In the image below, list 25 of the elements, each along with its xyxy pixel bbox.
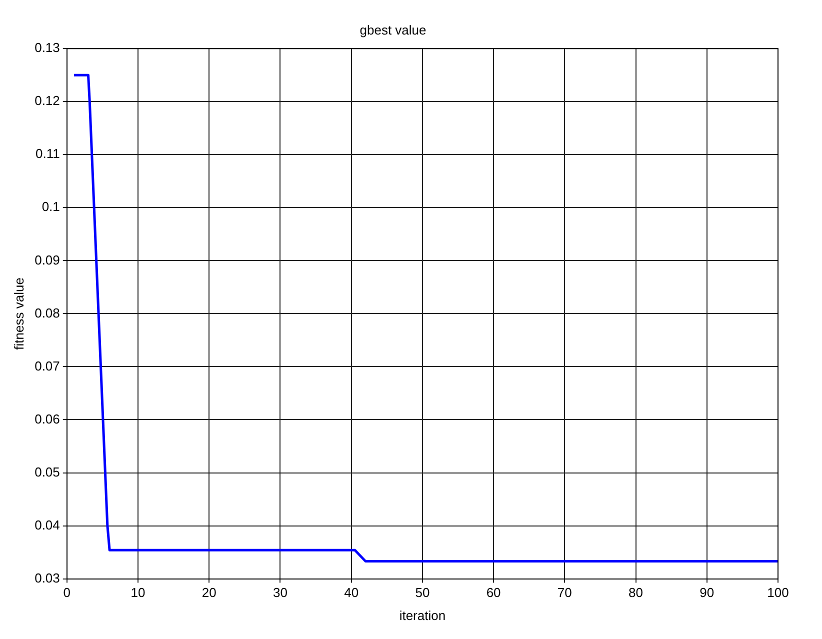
- y-tick-label: 0.03: [34, 570, 60, 586]
- y-tick-label: 0.05: [34, 464, 60, 480]
- y-tick-label: 0.07: [34, 358, 60, 374]
- x-tick-label: 60: [486, 585, 501, 600]
- x-axis-title: iteration: [399, 608, 446, 623]
- y-tick-label: 0.06: [34, 411, 60, 426]
- y-tick-label: 0.1: [42, 199, 60, 214]
- x-tick-label: 0: [63, 585, 71, 600]
- y-axis-title: fitness value: [11, 278, 26, 350]
- x-tick-label: 10: [130, 585, 146, 600]
- x-tick-label: 90: [700, 585, 714, 600]
- x-tick-label: 40: [344, 585, 359, 600]
- y-tick-label: 0.11: [36, 146, 60, 162]
- y-tick-label: 0.04: [34, 517, 60, 532]
- x-tick-label: 100: [767, 585, 789, 600]
- x-tick-label: 20: [202, 585, 216, 600]
- y-tick-label: 0.09: [34, 252, 60, 268]
- y-tick-label: 0.12: [34, 93, 60, 108]
- x-tick-label: 50: [415, 585, 430, 600]
- chart-title: gbest value: [360, 22, 426, 38]
- y-tick-label: 0.08: [34, 305, 60, 320]
- x-tick-label: 30: [272, 585, 288, 600]
- x-tick-label: 70: [557, 585, 572, 600]
- x-tick-label: 80: [628, 585, 644, 600]
- y-tick-label: 0.13: [34, 40, 60, 56]
